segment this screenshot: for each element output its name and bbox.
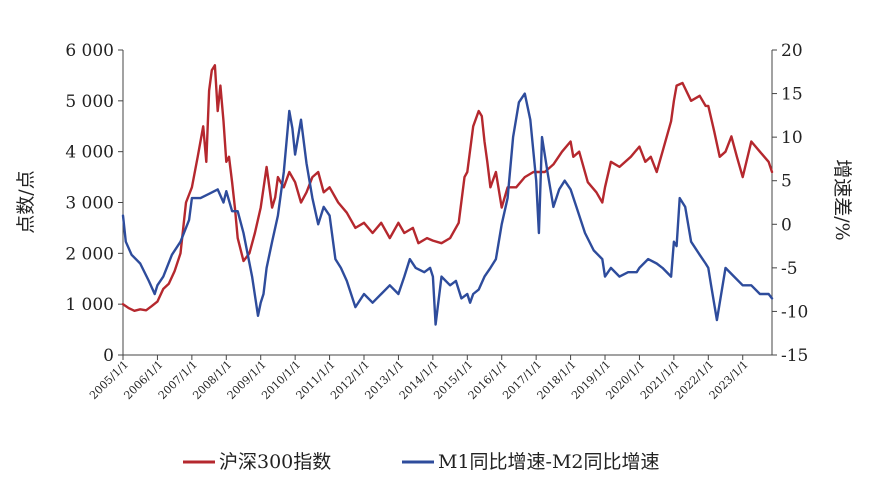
series-lines bbox=[121, 64, 774, 326]
y-left-tick-label: 1 000 bbox=[65, 295, 114, 315]
y-right-tick-label: 15 bbox=[781, 85, 803, 105]
y-left-tick-label: 6 000 bbox=[65, 41, 114, 61]
y-right-tick-label: -5 bbox=[781, 259, 798, 279]
legend: 沪深300指数 M1同比增速-M2同比增速 bbox=[183, 451, 660, 473]
y-left-tick-label: 0 bbox=[103, 346, 114, 366]
y-right-tick-label: 20 bbox=[781, 41, 803, 61]
series-line-m1-m2 bbox=[121, 92, 774, 326]
y-left-tick-label: 4 000 bbox=[65, 143, 114, 163]
y-left-tick-label: 3 000 bbox=[65, 194, 114, 214]
y-right-tick-label: -15 bbox=[781, 346, 808, 366]
y-axis-left-title: 点数/点 bbox=[15, 170, 37, 233]
y-axis-right-title: 增速差/% bbox=[831, 159, 853, 240]
y-right-tick-label: 0 bbox=[781, 215, 792, 235]
legend-label-m1-m2: M1同比增速-M2同比增速 bbox=[438, 451, 660, 473]
legend-label-hs300: 沪深300指数 bbox=[219, 451, 331, 473]
y-right-tick-label: 10 bbox=[781, 128, 803, 148]
y-left-tick-label: 5 000 bbox=[65, 92, 114, 112]
y-left-tick-label: 2 000 bbox=[65, 244, 114, 264]
series-line-hs300 bbox=[121, 64, 774, 312]
axes: 0 1 000 2 000 3 000 4 000 5 000 6 000 -15 -10 -5 0… bbox=[65, 41, 808, 402]
y-right-tick-label: -10 bbox=[781, 302, 808, 322]
y-right-tick-label: 5 bbox=[781, 172, 792, 192]
